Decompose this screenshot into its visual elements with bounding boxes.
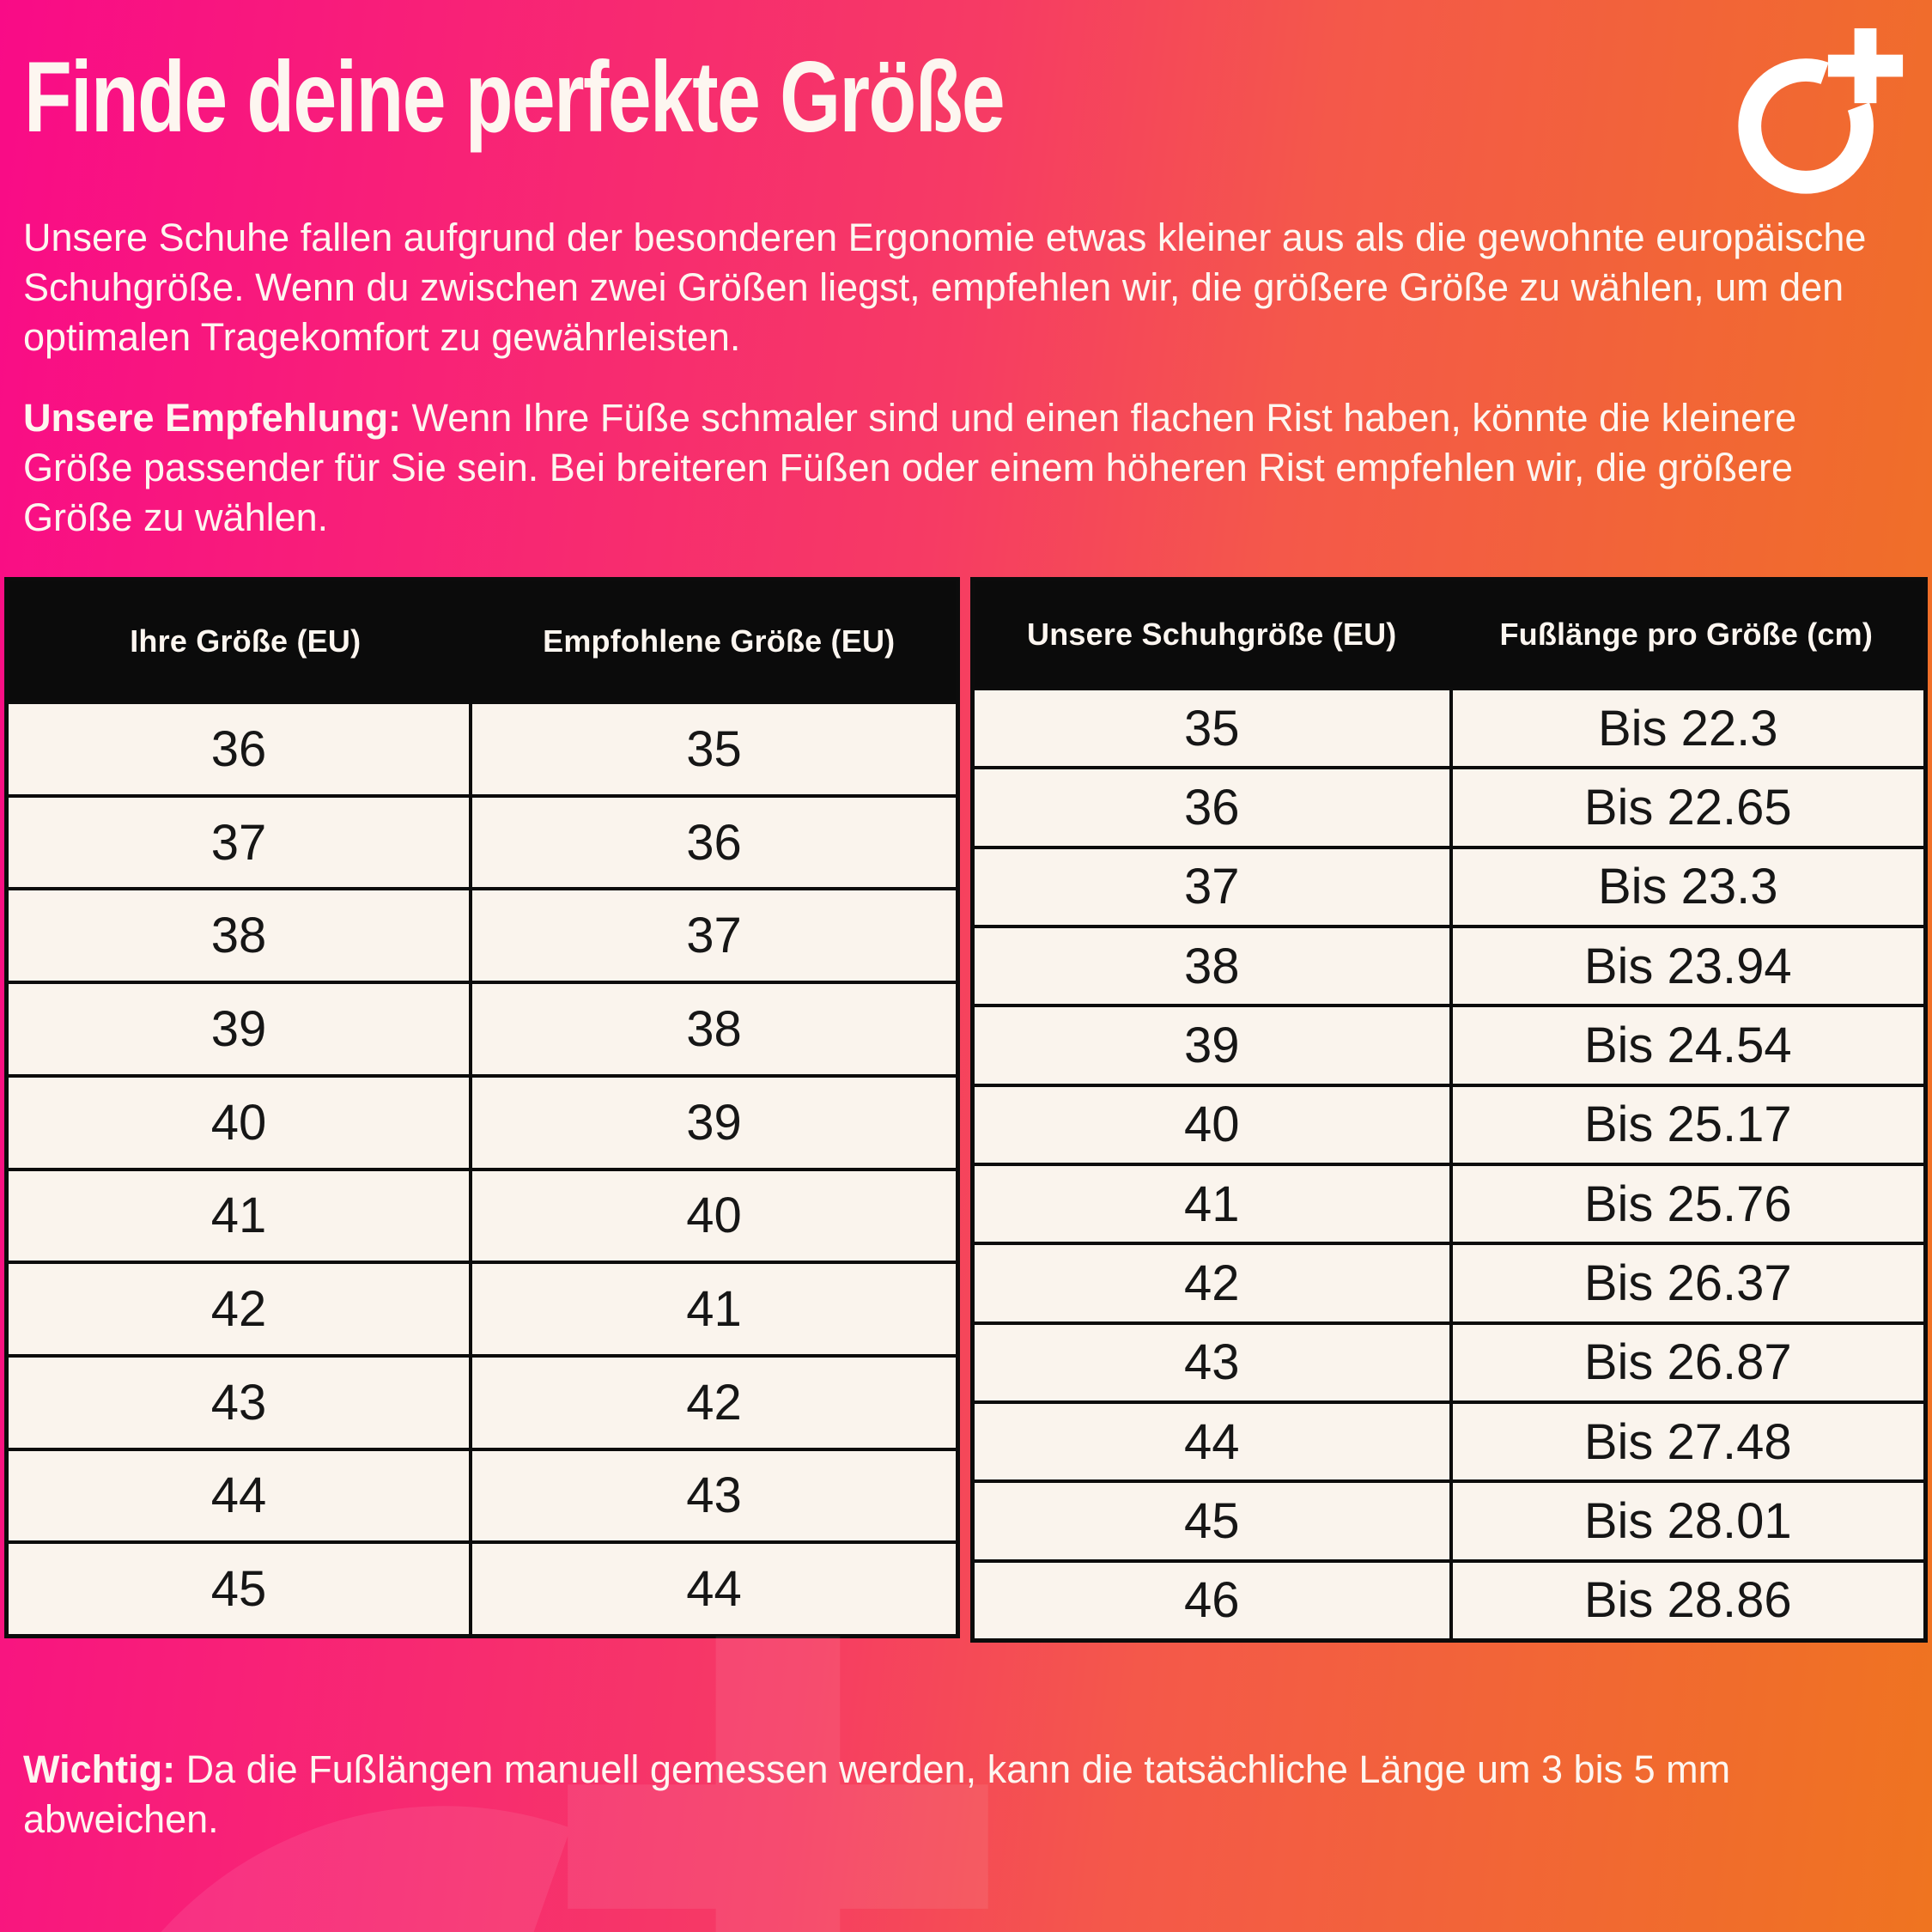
table-cell-shoe-size: 39 <box>1183 1017 1240 1073</box>
table-cell-your-size: 43 <box>210 1374 267 1431</box>
foot-length-table: Unsere Schuhgröße (EU) Fußlänge pro Größ… <box>970 577 1928 1643</box>
table-cell-your-size: 44 <box>210 1467 267 1524</box>
table-cell-recommended-size: 44 <box>469 1544 956 1635</box>
table-cell-shoe-size: 41 <box>1183 1176 1240 1232</box>
table-row: 36 35 <box>9 701 956 794</box>
table-cell-shoe-size: 36 <box>1183 779 1240 835</box>
recommendation-paragraph: Unsere Empfehlung: Wenn Ihre Füße schmal… <box>23 393 1912 543</box>
table-cell-recommended-size: 36 <box>469 797 956 888</box>
table-cell-foot-length: Bis 26.37 <box>1449 1245 1924 1321</box>
table-cell-foot-length: Bis 22.3 <box>1449 690 1924 767</box>
table-row: 45 Bis 28.01 <box>975 1479 1924 1559</box>
table-cell-recommended-size: 41 <box>469 1264 956 1354</box>
table-row: 38 37 <box>9 887 956 981</box>
table-cell-foot-length: Bis 23.94 <box>1449 927 1924 1005</box>
table-cell-shoe-size: 37 <box>1183 859 1240 915</box>
foot-length-table-header-row: Unsere Schuhgröße (EU) Fußlänge pro Größ… <box>975 581 1923 687</box>
table-cell-your-size: 42 <box>210 1281 267 1338</box>
column-header-our-shoe-size: Unsere Schuhgröße (EU) <box>1027 616 1397 652</box>
table-cell-foot-length: Bis 23.3 <box>1449 848 1924 925</box>
table-cell-foot-length: Bis 27.48 <box>1449 1403 1924 1480</box>
table-cell-your-size: 41 <box>210 1188 267 1244</box>
table-cell-shoe-size: 40 <box>1183 1097 1240 1153</box>
table-row: 42 41 <box>9 1261 956 1354</box>
important-note-label: Wichtig: <box>23 1747 176 1791</box>
table-row: 39 Bis 24.54 <box>975 1004 1924 1084</box>
table-cell-shoe-size: 35 <box>1183 700 1240 756</box>
table-cell-foot-length: Bis 28.01 <box>1449 1483 1924 1559</box>
table-cell-recommended-size: 42 <box>469 1357 956 1448</box>
table-row: 43 Bis 26.87 <box>975 1321 1923 1400</box>
table-row: 42 Bis 26.37 <box>975 1242 1923 1321</box>
table-row: 36 Bis 22.65 <box>975 766 1924 846</box>
table-cell-foot-length: Bis 28.86 <box>1449 1562 1924 1638</box>
table-cell-foot-length: Bis 24.54 <box>1449 1007 1924 1084</box>
size-conversion-table: Ihre Größe (EU) Empfohlene Größe (EU) 36… <box>4 577 960 1638</box>
table-row: 39 38 <box>9 981 956 1074</box>
foot-length-table-body: 35 Bis 22.3 36 Bis 22.65 37 Bis 23.3 38 … <box>975 687 1923 1638</box>
table-cell-recommended-size: 35 <box>469 704 956 794</box>
table-row: 38 Bis 23.94 <box>975 924 1924 1005</box>
table-cell-your-size: 40 <box>210 1094 267 1151</box>
table-row: 40 Bis 25.17 <box>975 1083 1924 1163</box>
size-conversion-table-body: 36 35 37 36 38 37 39 38 <box>9 701 956 1635</box>
table-cell-recommended-size: 38 <box>469 984 956 1074</box>
table-row: 41 Bis 25.76 <box>975 1162 1924 1242</box>
table-cell-recommended-size: 43 <box>469 1450 956 1541</box>
table-row: 45 44 <box>9 1540 956 1635</box>
table-cell-your-size: 45 <box>210 1561 267 1618</box>
table-row: 43 42 <box>9 1353 956 1448</box>
size-conversion-table-header-row: Ihre Größe (EU) Empfohlene Größe (EU) <box>9 581 956 701</box>
important-note-paragraph: Wichtig: Da die Fußlängen manuell gemess… <box>23 1745 1917 1844</box>
intro-text: Unsere Schuhe fallen aufgrund der besond… <box>23 216 1867 360</box>
table-row: 44 Bis 27.48 <box>975 1400 1924 1480</box>
page-title: Finde deine perfekte Größe <box>24 40 1005 153</box>
o-plus-logo-icon <box>1738 27 1904 194</box>
table-row: 40 39 <box>9 1073 956 1168</box>
table-cell-recommended-size: 40 <box>469 1170 956 1261</box>
table-cell-shoe-size: 42 <box>1183 1255 1240 1311</box>
table-cell-your-size: 38 <box>210 908 267 964</box>
table-cell-shoe-size: 45 <box>1183 1492 1240 1549</box>
table-cell-shoe-size: 38 <box>1183 938 1240 994</box>
column-header-your-size: Ihre Größe (EU) <box>130 623 361 659</box>
table-cell-foot-length: Bis 25.17 <box>1449 1086 1924 1163</box>
table-cell-shoe-size: 43 <box>1183 1334 1240 1391</box>
table-cell-foot-length: Bis 25.76 <box>1449 1165 1924 1242</box>
table-row: 46 Bis 28.86 <box>975 1558 1924 1638</box>
table-cell-your-size: 36 <box>210 720 267 777</box>
table-row: 44 43 <box>9 1447 956 1541</box>
table-cell-shoe-size: 44 <box>1183 1413 1240 1470</box>
intro-paragraph: Unsere Schuhe fallen aufgrund der besond… <box>23 213 1912 362</box>
table-cell-shoe-size: 46 <box>1183 1572 1240 1629</box>
recommendation-text: Wenn Ihre Füße schmaler sind und einen f… <box>23 396 1797 540</box>
table-cell-your-size: 39 <box>210 1000 267 1057</box>
table-cell-recommended-size: 39 <box>469 1077 956 1168</box>
table-cell-foot-length: Bis 26.87 <box>1449 1324 1924 1400</box>
important-note-text: Da die Fußlängen manuell gemessen werden… <box>23 1747 1731 1842</box>
table-row: 35 Bis 22.3 <box>975 687 1924 767</box>
table-cell-recommended-size: 37 <box>469 890 956 981</box>
table-row: 41 40 <box>9 1167 956 1261</box>
recommendation-label: Unsere Empfehlung: <box>23 396 402 440</box>
table-cell-foot-length: Bis 22.65 <box>1449 769 1924 846</box>
table-cell-your-size: 37 <box>210 814 267 871</box>
table-row: 37 36 <box>9 793 956 888</box>
column-header-recommended-size: Empfohlene Größe (EU) <box>543 623 896 659</box>
column-header-foot-length: Fußlänge pro Größe (cm) <box>1499 616 1874 652</box>
table-row: 37 Bis 23.3 <box>975 845 1924 925</box>
